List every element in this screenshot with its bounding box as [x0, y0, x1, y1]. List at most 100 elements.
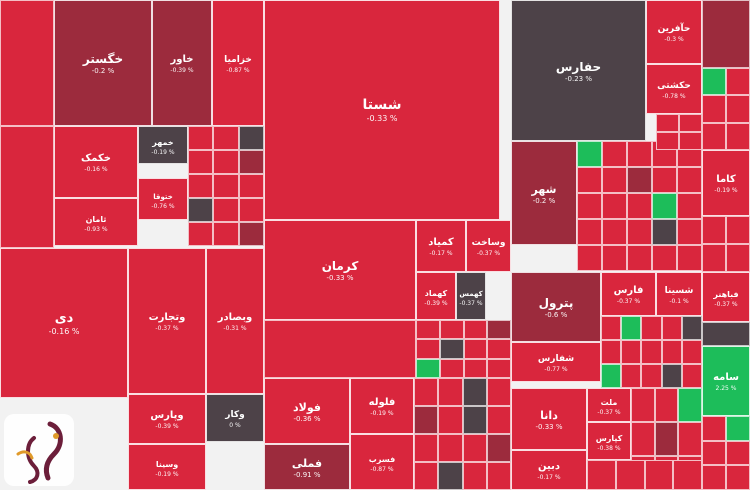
treemap-minor-tile[interactable]	[726, 122, 750, 150]
treemap-tile[interactable]: کاما -0.19 %	[702, 150, 750, 216]
treemap-minor-tile[interactable]	[726, 465, 750, 490]
treemap-minor-tile[interactable]	[213, 174, 239, 198]
treemap-minor-tile[interactable]	[264, 320, 416, 378]
treemap-tile[interactable]: حکشتی -0.78 %	[646, 64, 702, 114]
treemap-tile[interactable]: فباهنر -0.37 %	[702, 272, 750, 322]
treemap-minor-tile[interactable]	[462, 462, 487, 490]
treemap-tile[interactable]: ملت -0.37 %	[587, 388, 631, 422]
treemap-minor-tile[interactable]	[726, 216, 750, 244]
treemap-minor-tile[interactable]	[678, 422, 703, 456]
treemap-minor-tile[interactable]	[414, 462, 439, 490]
treemap-minor-tile[interactable]	[726, 68, 750, 96]
treemap-minor-tile[interactable]	[462, 378, 487, 406]
treemap-minor-tile[interactable]	[641, 364, 662, 388]
treemap-minor-tile[interactable]	[438, 462, 463, 490]
treemap-minor-tile[interactable]	[0, 126, 54, 248]
treemap-minor-tile[interactable]	[577, 193, 602, 219]
treemap-minor-tile[interactable]	[654, 388, 679, 422]
treemap-minor-tile[interactable]	[602, 193, 627, 219]
treemap-tile[interactable]: شسینا -0.1 %	[656, 272, 702, 316]
treemap-minor-tile[interactable]	[601, 340, 622, 364]
treemap-minor-tile[interactable]	[416, 339, 440, 359]
treemap-minor-tile[interactable]	[726, 440, 750, 466]
treemap-minor-tile[interactable]	[463, 358, 488, 378]
treemap-minor-tile[interactable]	[577, 141, 602, 167]
treemap-minor-tile[interactable]	[213, 198, 239, 222]
treemap-minor-tile[interactable]	[652, 245, 677, 271]
treemap-minor-tile[interactable]	[652, 219, 677, 245]
treemap-minor-tile[interactable]	[678, 388, 703, 422]
treemap-minor-tile[interactable]	[621, 340, 642, 364]
treemap-minor-tile[interactable]	[644, 460, 674, 490]
treemap-minor-tile[interactable]	[641, 316, 662, 340]
treemap-minor-tile[interactable]	[487, 358, 511, 378]
treemap-minor-tile[interactable]	[238, 126, 264, 150]
treemap-minor-tile[interactable]	[621, 316, 642, 340]
treemap-tile[interactable]: کهمس -0.37 %	[456, 272, 486, 320]
treemap-minor-tile[interactable]	[677, 167, 702, 193]
treemap-minor-tile[interactable]	[463, 339, 488, 359]
treemap-tile[interactable]: وسینا -0.19 %	[128, 444, 206, 490]
treemap-minor-tile[interactable]	[577, 167, 602, 193]
treemap-minor-tile[interactable]	[238, 198, 264, 222]
treemap-minor-tile[interactable]	[188, 222, 214, 246]
treemap-tile[interactable]: وساخت -0.37 %	[466, 220, 511, 272]
treemap-minor-tile[interactable]	[702, 244, 726, 272]
treemap-minor-tile[interactable]	[702, 465, 726, 490]
treemap-tile[interactable]: کهماد -0.39 %	[416, 272, 456, 320]
treemap-minor-tile[interactable]	[414, 378, 439, 406]
treemap-tile[interactable]: ختوقا -0.76 %	[138, 178, 188, 220]
treemap-minor-tile[interactable]	[627, 193, 652, 219]
treemap-minor-tile[interactable]	[661, 340, 682, 364]
treemap-tile[interactable]: کرمان -0.33 %	[264, 220, 416, 320]
treemap-minor-tile[interactable]	[577, 219, 602, 245]
treemap-tile[interactable]: دانا -0.33 %	[511, 388, 587, 450]
treemap-tile[interactable]: خمهر -0.19 %	[138, 126, 188, 164]
treemap-minor-tile[interactable]	[238, 222, 264, 246]
treemap-tile[interactable]: حفارس -0.23 %	[511, 0, 646, 141]
treemap-tile[interactable]: فملی -0.91 %	[264, 444, 350, 490]
treemap-minor-tile[interactable]	[726, 95, 750, 123]
treemap-minor-tile[interactable]	[631, 388, 655, 422]
treemap-minor-tile[interactable]	[661, 316, 682, 340]
treemap-minor-tile[interactable]	[486, 378, 511, 406]
treemap-minor-tile[interactable]	[213, 126, 239, 150]
treemap-tile[interactable]: حآفرین -0.3 %	[646, 0, 702, 64]
treemap-tile[interactable]: وکار 0 %	[206, 394, 264, 442]
treemap-minor-tile[interactable]	[439, 358, 464, 378]
treemap-tile[interactable]: فسرب -0.87 %	[350, 434, 414, 490]
treemap-minor-tile[interactable]	[238, 174, 264, 198]
treemap-tile[interactable]: کمیاد -0.17 %	[416, 220, 466, 272]
treemap-minor-tile[interactable]	[661, 364, 682, 388]
treemap-minor-tile[interactable]	[601, 364, 622, 388]
treemap-minor-tile[interactable]	[702, 416, 726, 441]
treemap-minor-tile[interactable]	[702, 68, 726, 96]
treemap-minor-tile[interactable]	[602, 167, 627, 193]
treemap-minor-tile[interactable]	[679, 132, 702, 150]
treemap-minor-tile[interactable]	[587, 460, 616, 490]
treemap-tile[interactable]: فارس -0.37 %	[601, 272, 656, 316]
treemap-minor-tile[interactable]	[656, 132, 679, 150]
treemap-tile[interactable]: وبصادر -0.31 %	[206, 248, 264, 394]
treemap-minor-tile[interactable]	[414, 406, 439, 434]
treemap-minor-tile[interactable]	[438, 378, 463, 406]
treemap-tile[interactable]: خاور -0.39 %	[152, 0, 212, 126]
treemap-tile[interactable]: خزامیا -0.87 %	[212, 0, 264, 126]
treemap-minor-tile[interactable]	[679, 114, 702, 132]
treemap-tile[interactable]: کپارس -0.38 %	[587, 422, 631, 460]
treemap-tile[interactable]: دی -0.16 %	[0, 248, 128, 398]
treemap-minor-tile[interactable]	[702, 440, 726, 466]
treemap-minor-tile[interactable]	[631, 422, 655, 456]
treemap-minor-tile[interactable]	[615, 460, 645, 490]
treemap-minor-tile[interactable]	[486, 462, 511, 490]
treemap-minor-tile[interactable]	[621, 364, 642, 388]
treemap-minor-tile[interactable]	[602, 245, 627, 271]
treemap-minor-tile[interactable]	[677, 245, 702, 271]
treemap-minor-tile[interactable]	[681, 340, 702, 364]
treemap-minor-tile[interactable]	[416, 358, 440, 378]
treemap-minor-tile[interactable]	[601, 316, 622, 340]
treemap-minor-tile[interactable]	[0, 0, 54, 126]
treemap-minor-tile[interactable]	[726, 416, 750, 441]
treemap-tile[interactable]: وتجارت -0.37 %	[128, 248, 206, 394]
treemap-minor-tile[interactable]	[702, 122, 726, 150]
